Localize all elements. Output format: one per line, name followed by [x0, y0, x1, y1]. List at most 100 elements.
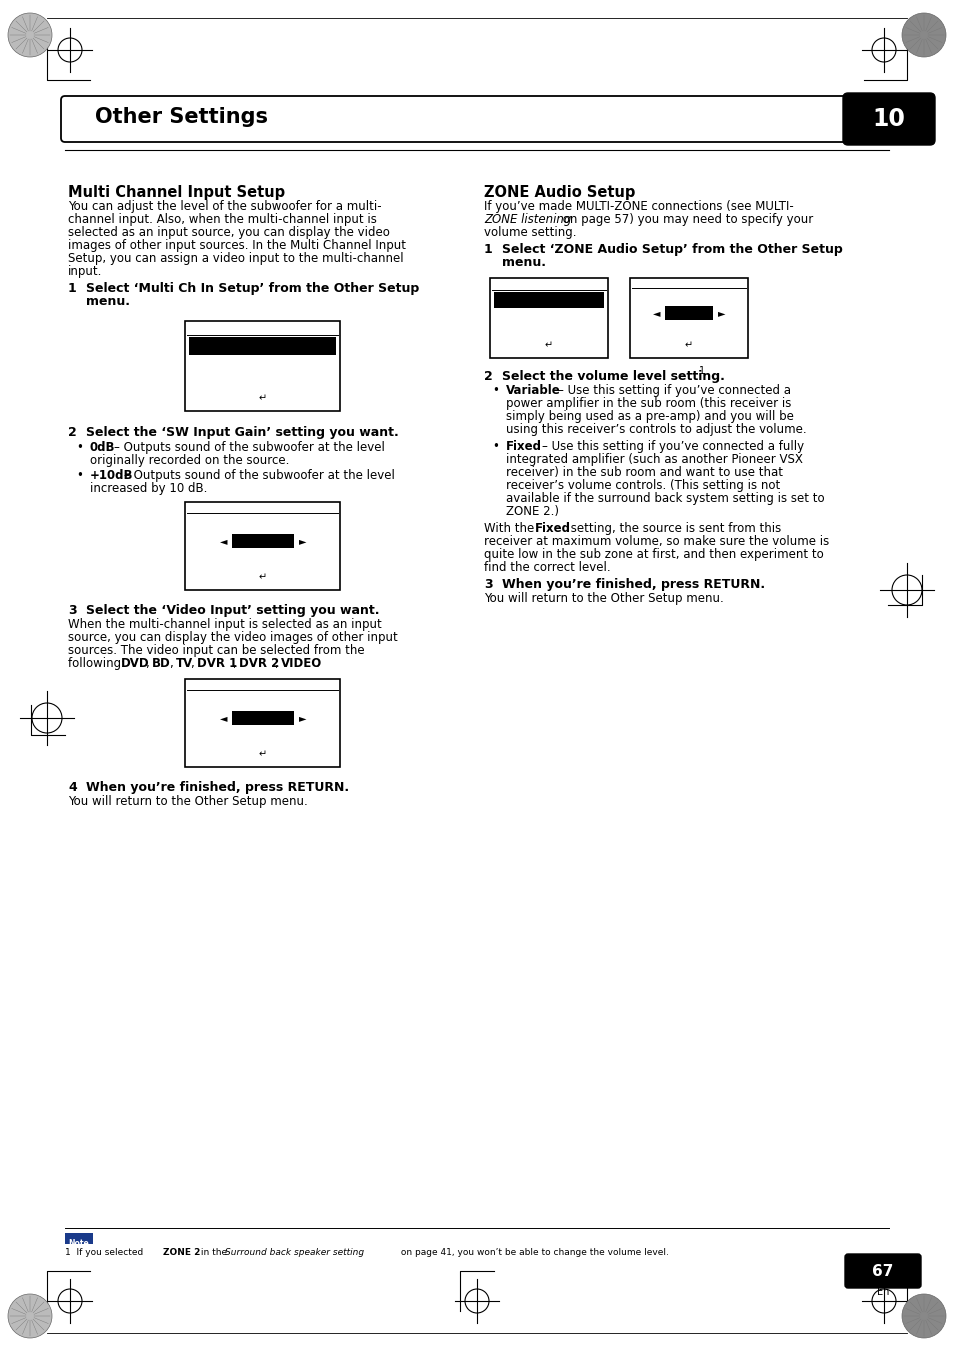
Bar	[185, 322, 340, 411]
Text: setting, the source is sent from this: setting, the source is sent from this	[566, 521, 781, 535]
Text: find the correct level.: find the correct level.	[483, 561, 610, 574]
Text: in the: in the	[198, 1248, 230, 1256]
Text: – Use this setting if you’ve connected a: – Use this setting if you’ve connected a	[558, 384, 790, 397]
Text: – Use this setting if you’ve connected a fully: – Use this setting if you’ve connected a…	[541, 440, 803, 453]
Text: 1  If you selected: 1 If you selected	[65, 1248, 146, 1256]
Text: ►: ►	[298, 713, 306, 723]
Text: ◄: ◄	[219, 713, 227, 723]
Text: ZONE listening: ZONE listening	[483, 213, 571, 226]
Text: input.: input.	[68, 265, 102, 278]
Text: menu.: menu.	[501, 255, 545, 269]
Bar	[65, 1233, 92, 1244]
Text: selected as an input source, you can display the video: selected as an input source, you can dis…	[68, 226, 390, 239]
Bar	[629, 278, 747, 358]
Text: receiver’s volume controls. (This setting is not: receiver’s volume controls. (This settin…	[505, 480, 780, 492]
Text: ►: ►	[298, 536, 306, 546]
Text: originally recorded on the source.: originally recorded on the source.	[90, 454, 289, 467]
Bar	[232, 711, 294, 725]
Text: ◄: ◄	[652, 308, 659, 317]
Text: DVR 2: DVR 2	[239, 657, 279, 670]
Text: ↵: ↵	[258, 571, 267, 582]
Text: ↵: ↵	[258, 393, 267, 403]
Text: 2: 2	[483, 370, 493, 382]
Text: When you’re finished, press RETURN.: When you’re finished, press RETURN.	[501, 578, 764, 590]
Bar	[664, 307, 712, 320]
Text: available if the surround back system setting is set to: available if the surround back system se…	[505, 492, 823, 505]
Text: receiver at maximum volume, so make sure the volume is: receiver at maximum volume, so make sure…	[483, 535, 828, 549]
Text: 1: 1	[699, 366, 704, 376]
Text: When the multi-channel input is selected as an input: When the multi-channel input is selected…	[68, 617, 381, 631]
Text: •: •	[492, 440, 498, 453]
Text: ,: ,	[232, 657, 235, 670]
Text: You will return to the Other Setup menu.: You will return to the Other Setup menu.	[483, 592, 723, 605]
Text: ZONE Audio Setup: ZONE Audio Setup	[483, 185, 635, 200]
Text: 1: 1	[483, 243, 493, 255]
Text: DVD: DVD	[121, 657, 150, 670]
Text: +10dB: +10dB	[90, 469, 133, 482]
Text: ►: ►	[717, 308, 724, 317]
Text: If you’ve made MULTI-ZONE connections (see MULTI-: If you’ve made MULTI-ZONE connections (s…	[483, 200, 793, 213]
Text: When you’re finished, press RETURN.: When you’re finished, press RETURN.	[86, 781, 349, 794]
Bar	[490, 278, 607, 358]
Text: ZONE 2: ZONE 2	[163, 1248, 200, 1256]
Text: on page 57) you may need to specify your: on page 57) you may need to specify your	[558, 213, 812, 226]
Text: power amplifier in the sub room (this receiver is: power amplifier in the sub room (this re…	[505, 397, 791, 409]
Text: TV: TV	[175, 657, 193, 670]
Text: following:: following:	[68, 657, 129, 670]
FancyBboxPatch shape	[842, 93, 934, 145]
Text: – Outputs sound of the subwoofer at the level: – Outputs sound of the subwoofer at the …	[113, 440, 384, 454]
Text: ↵: ↵	[258, 748, 267, 759]
Text: •: •	[492, 384, 498, 397]
Text: simply being used as a pre-amp) and you will be: simply being used as a pre-amp) and you …	[505, 409, 793, 423]
Text: 3: 3	[483, 578, 492, 590]
Text: Multi Channel Input Setup: Multi Channel Input Setup	[68, 185, 285, 200]
Circle shape	[901, 14, 945, 57]
Bar	[494, 292, 603, 308]
Text: Select the ‘Video Input’ setting you want.: Select the ‘Video Input’ setting you wan…	[86, 604, 379, 617]
Bar	[185, 680, 340, 767]
Text: ,: ,	[274, 657, 277, 670]
Text: Surround back speaker setting: Surround back speaker setting	[225, 1248, 364, 1256]
Circle shape	[8, 1294, 52, 1337]
Text: using this receiver’s controls to adjust the volume.: using this receiver’s controls to adjust…	[505, 423, 806, 436]
Text: Select the volume level setting.: Select the volume level setting.	[501, 370, 724, 382]
Text: 10: 10	[872, 107, 904, 131]
Text: DVR 1: DVR 1	[196, 657, 237, 670]
Text: on page 41, you won’t be able to change the volume level.: on page 41, you won’t be able to change …	[397, 1248, 668, 1256]
Text: menu.: menu.	[86, 295, 130, 308]
Text: 2: 2	[68, 426, 76, 439]
Text: 67: 67	[871, 1263, 893, 1278]
Text: •: •	[76, 440, 83, 454]
Text: quite low in the sub zone at first, and then experiment to: quite low in the sub zone at first, and …	[483, 549, 822, 561]
Text: BD: BD	[152, 657, 171, 670]
Text: 4: 4	[68, 781, 76, 794]
Text: You can adjust the level of the subwoofer for a multi-: You can adjust the level of the subwoofe…	[68, 200, 381, 213]
Text: ↵: ↵	[544, 340, 553, 350]
Text: – Outputs sound of the subwoofer at the level: – Outputs sound of the subwoofer at the …	[124, 469, 395, 482]
Text: Fixed: Fixed	[535, 521, 571, 535]
Text: 0dB: 0dB	[90, 440, 115, 454]
Text: Select ‘Multi Ch In Setup’ from the Other Setup: Select ‘Multi Ch In Setup’ from the Othe…	[86, 282, 418, 295]
Bar	[232, 534, 294, 549]
Circle shape	[901, 1294, 945, 1337]
Text: .: .	[315, 657, 319, 670]
Text: With the: With the	[483, 521, 537, 535]
Text: channel input. Also, when the multi-channel input is: channel input. Also, when the multi-chan…	[68, 213, 376, 226]
Text: Note: Note	[69, 1239, 90, 1248]
Bar	[185, 503, 340, 590]
Text: En: En	[876, 1288, 888, 1297]
Text: VIDEO: VIDEO	[281, 657, 322, 670]
Text: ◄: ◄	[219, 536, 227, 546]
Text: Other Settings: Other Settings	[95, 107, 268, 127]
Text: volume setting.: volume setting.	[483, 226, 576, 239]
Text: •: •	[76, 469, 83, 482]
Text: integrated amplifier (such as another Pioneer VSX: integrated amplifier (such as another Pi…	[505, 453, 802, 466]
Text: 3: 3	[68, 604, 76, 617]
Text: You will return to the Other Setup menu.: You will return to the Other Setup menu.	[68, 794, 308, 808]
Text: Select ‘ZONE Audio Setup’ from the Other Setup: Select ‘ZONE Audio Setup’ from the Other…	[501, 243, 841, 255]
Text: receiver) in the sub room and want to use that: receiver) in the sub room and want to us…	[505, 466, 782, 480]
Text: increased by 10 dB.: increased by 10 dB.	[90, 482, 207, 494]
Text: sources. The video input can be selected from the: sources. The video input can be selected…	[68, 644, 364, 657]
Text: ,: ,	[190, 657, 193, 670]
Text: source, you can display the video images of other input: source, you can display the video images…	[68, 631, 397, 644]
